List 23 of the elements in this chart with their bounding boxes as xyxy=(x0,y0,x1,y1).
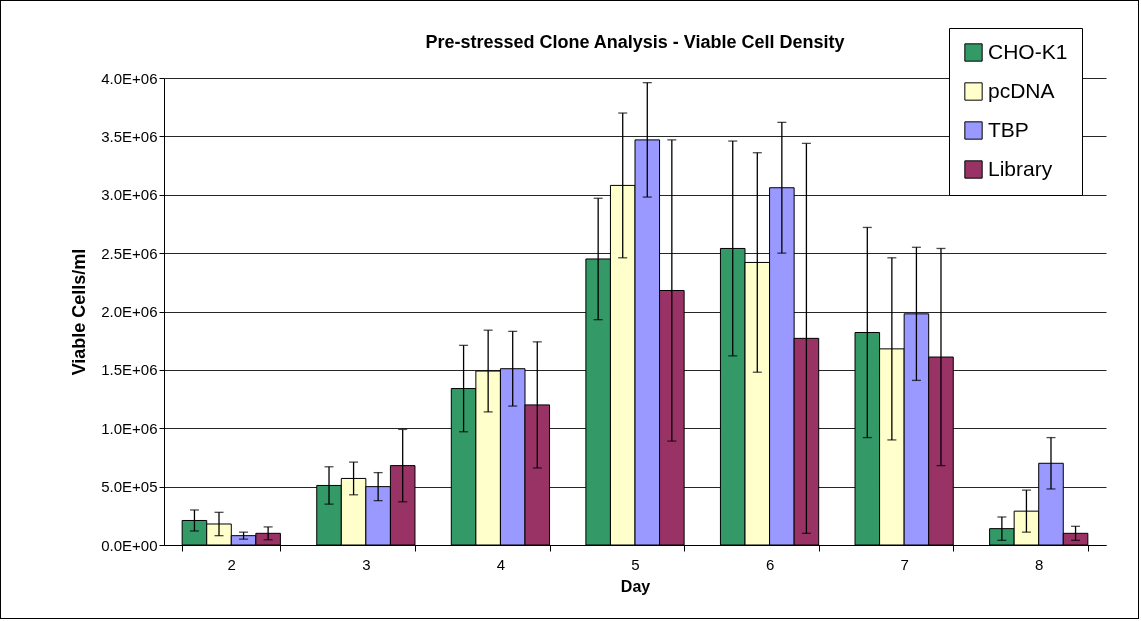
y-tick-label: 2.0E+06 xyxy=(101,303,158,320)
y-tick-label: 4.0E+06 xyxy=(101,69,158,87)
legend-label: CHO-K1 xyxy=(988,39,1068,63)
legend-label: TBP xyxy=(988,117,1029,141)
y-tick-label: 3.0E+06 xyxy=(101,186,158,204)
x-tick-label: 2 xyxy=(227,555,236,573)
x-tick-label: 6 xyxy=(765,555,775,573)
y-tick-label: 2.5E+06 xyxy=(101,244,158,262)
y-tick-label: 0.0E+00 xyxy=(101,536,158,554)
y-tick-label: 5.0E+05 xyxy=(101,478,158,496)
x-tick-label: 7 xyxy=(900,555,909,573)
x-tick-label: 8 xyxy=(1035,555,1044,573)
x-tick-label: 3 xyxy=(362,555,371,573)
x-tick-label: 4 xyxy=(496,555,506,573)
y-tick-label: 1.0E+06 xyxy=(101,419,158,437)
legend-label: Library xyxy=(988,156,1053,180)
y-tick-label: 1.5E+06 xyxy=(101,361,158,379)
y-axis-title: Viable Cells/ml xyxy=(69,248,90,376)
legend-label: pcDNA xyxy=(988,78,1055,102)
x-tick-label: 5 xyxy=(631,555,640,573)
x-axis-title: Day xyxy=(620,577,651,595)
y-tick-label: 3.5E+06 xyxy=(101,127,158,145)
chart-title: Pre-stressed Clone Analysis - Viable Cell Density xyxy=(425,31,845,52)
